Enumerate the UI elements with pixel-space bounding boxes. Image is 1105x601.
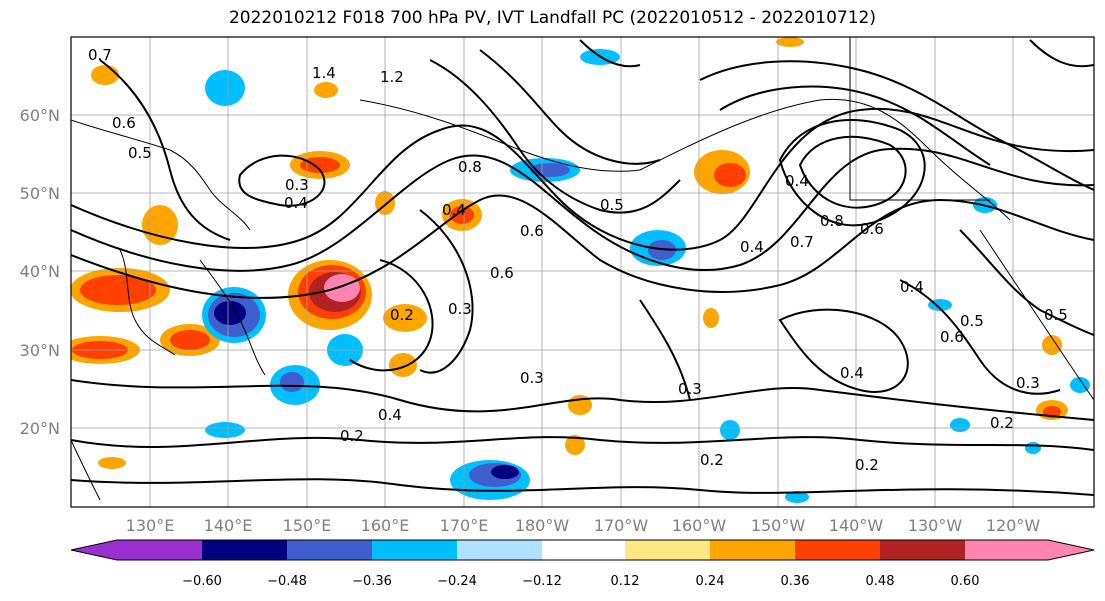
contour-label: 1.4 [312, 64, 336, 82]
colorbar-segment [710, 540, 795, 560]
lon-label: 140°W [829, 516, 884, 535]
lat-label: 50°N [20, 184, 60, 203]
contour-label: 0.2 [340, 427, 364, 445]
contour-label: 0.3 [285, 176, 309, 194]
coastlines [71, 37, 1094, 501]
contour-label: 0.4 [785, 172, 809, 190]
colorbar-outline [70, 539, 1095, 561]
ivt-shading [71, 37, 1090, 503]
colorbar-tick-label: −0.12 [522, 574, 562, 589]
colorbar-segment [795, 540, 880, 560]
colorbar-tick-label: 0.24 [696, 574, 725, 589]
contour-label: 0.5 [960, 312, 984, 330]
contour-label: 0.4 [900, 278, 924, 296]
contour-label: 0.6 [860, 220, 884, 238]
lon-label: 160°E [361, 516, 410, 535]
lon-label: 140°E [204, 516, 253, 535]
lon-label: 130°W [908, 516, 963, 535]
contour-label: 0.6 [112, 114, 136, 132]
contour-label: 0.5 [1044, 306, 1068, 324]
lon-label: 180°W [515, 516, 570, 535]
contour-label: 0.5 [128, 144, 152, 162]
colorbar-extend-low [71, 540, 117, 560]
colorbar-segment [287, 540, 372, 560]
colorbar-segment [542, 540, 625, 560]
contour-label: 0.2 [855, 456, 879, 474]
colorbar-tick-label: 0.36 [781, 574, 810, 589]
contour-label: 0.4 [840, 364, 864, 382]
contour-label: 1.2 [380, 68, 404, 86]
lat-label: 20°N [20, 419, 60, 438]
colorbar: −0.60 −0.48 −0.36 −0.24 −0.12 0.12 0.24 … [70, 539, 1095, 589]
contour-label: 0.7 [88, 46, 112, 64]
contour-label: 0.7 [790, 233, 814, 251]
contour-label: 0.3 [520, 369, 544, 387]
contour-label: 0.6 [520, 222, 544, 240]
colorbar-tick-label: −0.24 [437, 574, 477, 589]
contour-label: 0.4 [442, 201, 466, 219]
contour-label: 0.5 [600, 196, 624, 214]
colorbar-tick-label: −0.48 [267, 574, 307, 589]
pv-contours [71, 39, 1094, 496]
contour-label: 0.3 [678, 380, 702, 398]
contour-label: 0.2 [990, 414, 1014, 432]
colorbar-segment [880, 540, 965, 560]
colorbar-extend-high [1048, 540, 1094, 560]
contour-label: 0.4 [740, 238, 764, 256]
lon-label: 150°W [751, 516, 806, 535]
lon-label: 150°E [283, 516, 332, 535]
colorbar-tick-label: 0.60 [951, 574, 980, 589]
colorbar-segment [372, 540, 457, 560]
lat-label: 40°N [20, 262, 60, 281]
lon-label: 160°W [672, 516, 727, 535]
contour-label: 0.4 [378, 406, 402, 424]
contour-label: 0.6 [940, 328, 964, 346]
colorbar-segment [117, 540, 202, 560]
map-border [70, 36, 1095, 508]
contour-label: 0.3 [1016, 374, 1040, 392]
lon-label: 130°E [126, 516, 175, 535]
colorbar-tick-label: 0.48 [866, 574, 895, 589]
contour-label: 0.3 [448, 300, 472, 318]
colorbar-segment [457, 540, 542, 560]
colorbar-segment [202, 540, 287, 560]
colorbar-tick-label: −0.36 [352, 574, 392, 589]
lon-label: 170°W [594, 516, 649, 535]
lon-label: 120°W [986, 516, 1041, 535]
contour-label: 0.8 [820, 212, 844, 230]
contour-label: 0.2 [390, 306, 414, 324]
longitude-labels: 130°E 140°E 150°E 160°E 170°E 180°W 170°… [126, 516, 1041, 535]
colorbar-segment [625, 540, 710, 560]
lat-label: 30°N [20, 341, 60, 360]
lon-label: 170°E [440, 516, 489, 535]
colorbar-tick-label: 0.12 [611, 574, 640, 589]
colorbar-tick-label: −0.60 [182, 574, 222, 589]
contour-label: 0.4 [284, 194, 308, 212]
gridlines [71, 37, 1094, 507]
map-title: 2022010212 F018 700 hPa PV, IVT Landfall… [228, 8, 876, 28]
lat-label: 60°N [20, 106, 60, 125]
contour-label: 0.2 [700, 451, 724, 469]
contour-labels: 0.7 0.6 0.5 1.4 1.2 0.8 0.6 0.3 0.4 0.2 … [88, 46, 1068, 474]
colorbar-segment [965, 540, 1048, 560]
contour-label: 0.8 [458, 158, 482, 176]
contour-label: 0.6 [490, 264, 514, 282]
latitude-labels: 60°N 50°N 40°N 30°N 20°N [20, 106, 60, 438]
